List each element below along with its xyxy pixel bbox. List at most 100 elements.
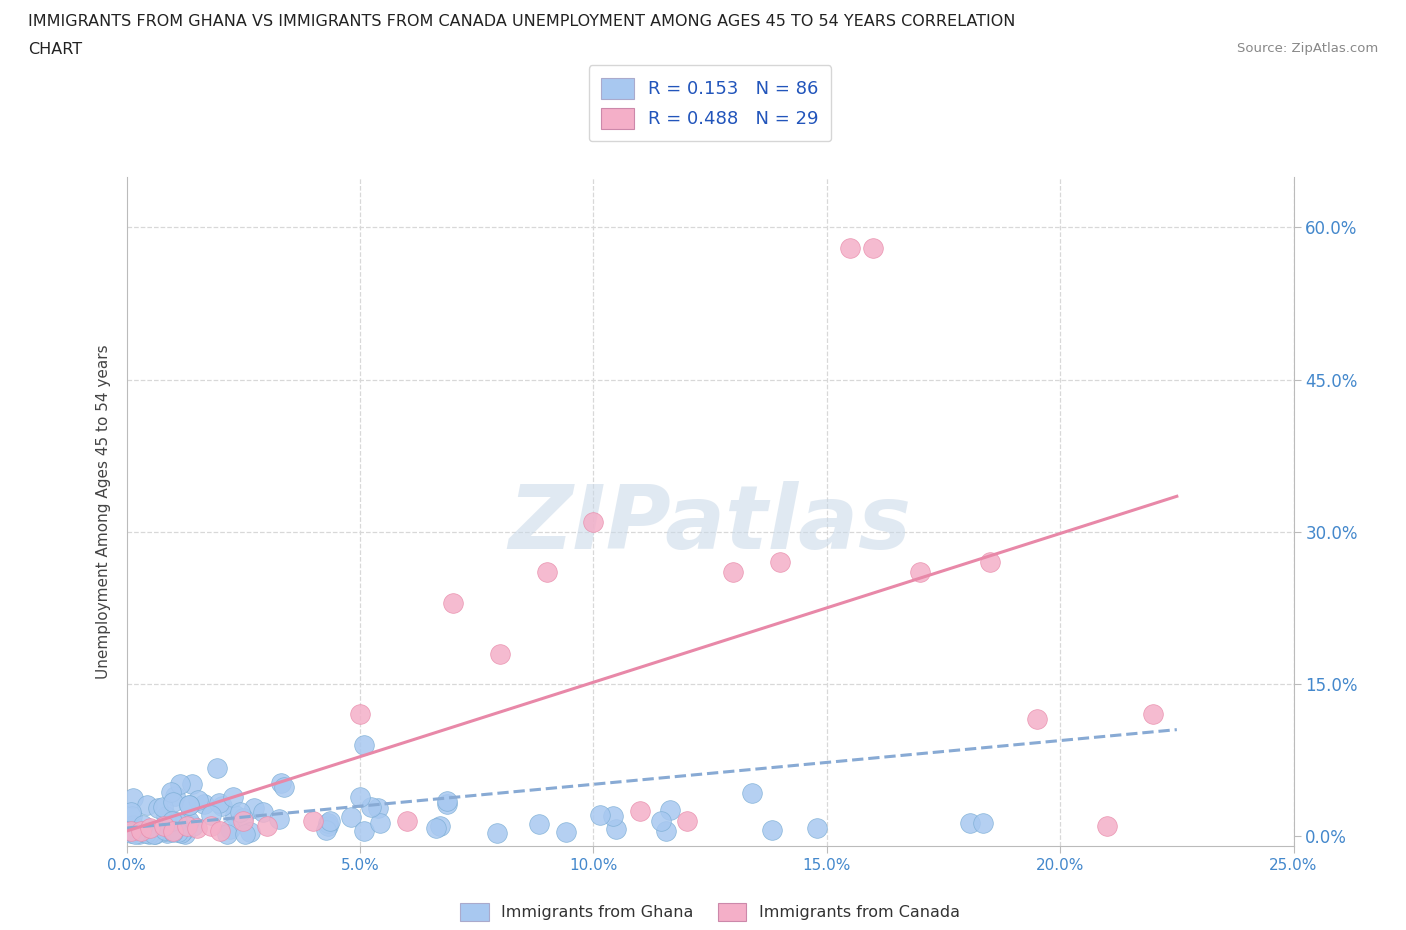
- Point: [172, 823, 194, 838]
- Point: [659, 803, 682, 817]
- Point: [395, 814, 418, 829]
- Point: [353, 737, 375, 752]
- Point: [650, 814, 672, 829]
- Point: [589, 807, 612, 822]
- Point: [242, 800, 264, 815]
- Point: [169, 777, 191, 791]
- Point: [340, 810, 363, 825]
- Point: [360, 800, 382, 815]
- Point: [425, 821, 447, 836]
- Point: [675, 814, 697, 829]
- Point: [186, 820, 208, 835]
- Point: [129, 824, 152, 839]
- Point: [121, 790, 143, 805]
- Point: [769, 555, 792, 570]
- Point: [233, 827, 256, 842]
- Point: [120, 804, 142, 819]
- Point: [121, 809, 143, 824]
- Point: [135, 798, 157, 813]
- Point: [162, 824, 184, 839]
- Point: [174, 827, 197, 842]
- Point: [187, 792, 209, 807]
- Point: [211, 799, 233, 814]
- Point: [972, 816, 994, 830]
- Point: [222, 790, 245, 804]
- Point: [183, 818, 205, 833]
- Point: [170, 826, 193, 841]
- Legend: Immigrants from Ghana, Immigrants from Canada: Immigrants from Ghana, Immigrants from C…: [451, 896, 969, 929]
- Point: [436, 796, 458, 811]
- Point: [193, 797, 215, 812]
- Point: [273, 779, 295, 794]
- Point: [349, 790, 371, 804]
- Point: [353, 824, 375, 839]
- Y-axis label: Unemployment Among Ages 45 to 54 years: Unemployment Among Ages 45 to 54 years: [96, 344, 111, 679]
- Point: [156, 826, 179, 841]
- Point: [252, 804, 274, 819]
- Point: [238, 824, 260, 839]
- Point: [555, 825, 578, 840]
- Point: [215, 827, 238, 842]
- Point: [839, 240, 862, 255]
- Point: [200, 808, 222, 823]
- Point: [741, 786, 763, 801]
- Point: [120, 824, 142, 839]
- Point: [436, 793, 458, 808]
- Point: [232, 814, 254, 829]
- Point: [153, 818, 176, 833]
- Point: [162, 794, 184, 809]
- Point: [160, 785, 183, 800]
- Point: [723, 565, 745, 579]
- Point: [349, 707, 371, 722]
- Point: [908, 565, 931, 579]
- Point: [139, 820, 162, 835]
- Point: [200, 818, 222, 833]
- Point: [862, 240, 884, 255]
- Point: [232, 811, 254, 826]
- Point: [124, 827, 146, 842]
- Point: [208, 796, 231, 811]
- Point: [316, 816, 339, 830]
- Point: [318, 814, 340, 829]
- Point: [269, 812, 291, 827]
- Point: [163, 789, 186, 804]
- Point: [367, 801, 389, 816]
- Point: [315, 823, 337, 838]
- Point: [270, 776, 292, 790]
- Point: [368, 816, 391, 830]
- Point: [1025, 712, 1047, 727]
- Point: [1142, 707, 1164, 722]
- Text: ZIPatlas: ZIPatlas: [509, 482, 911, 568]
- Point: [120, 826, 142, 841]
- Point: [128, 827, 150, 842]
- Point: [441, 595, 464, 610]
- Point: [180, 777, 202, 792]
- Point: [628, 804, 651, 818]
- Point: [142, 827, 165, 842]
- Point: [229, 804, 252, 819]
- Point: [582, 514, 605, 529]
- Point: [152, 799, 174, 814]
- Point: [208, 824, 231, 839]
- Point: [143, 827, 166, 842]
- Point: [166, 815, 188, 830]
- Point: [219, 822, 242, 837]
- Point: [160, 814, 183, 829]
- Point: [979, 555, 1001, 570]
- Point: [806, 820, 828, 835]
- Point: [602, 808, 624, 823]
- Point: [173, 817, 195, 831]
- Point: [302, 814, 325, 829]
- Point: [536, 565, 558, 579]
- Point: [1095, 818, 1118, 833]
- Point: [138, 827, 160, 842]
- Text: IMMIGRANTS FROM GHANA VS IMMIGRANTS FROM CANADA UNEMPLOYMENT AMONG AGES 45 TO 54: IMMIGRANTS FROM GHANA VS IMMIGRANTS FROM…: [28, 14, 1015, 29]
- Point: [177, 814, 200, 829]
- Point: [318, 819, 340, 834]
- Point: [605, 822, 627, 837]
- Point: [166, 818, 188, 833]
- Point: [177, 798, 200, 813]
- Point: [162, 825, 184, 840]
- Point: [485, 825, 508, 840]
- Point: [142, 822, 165, 837]
